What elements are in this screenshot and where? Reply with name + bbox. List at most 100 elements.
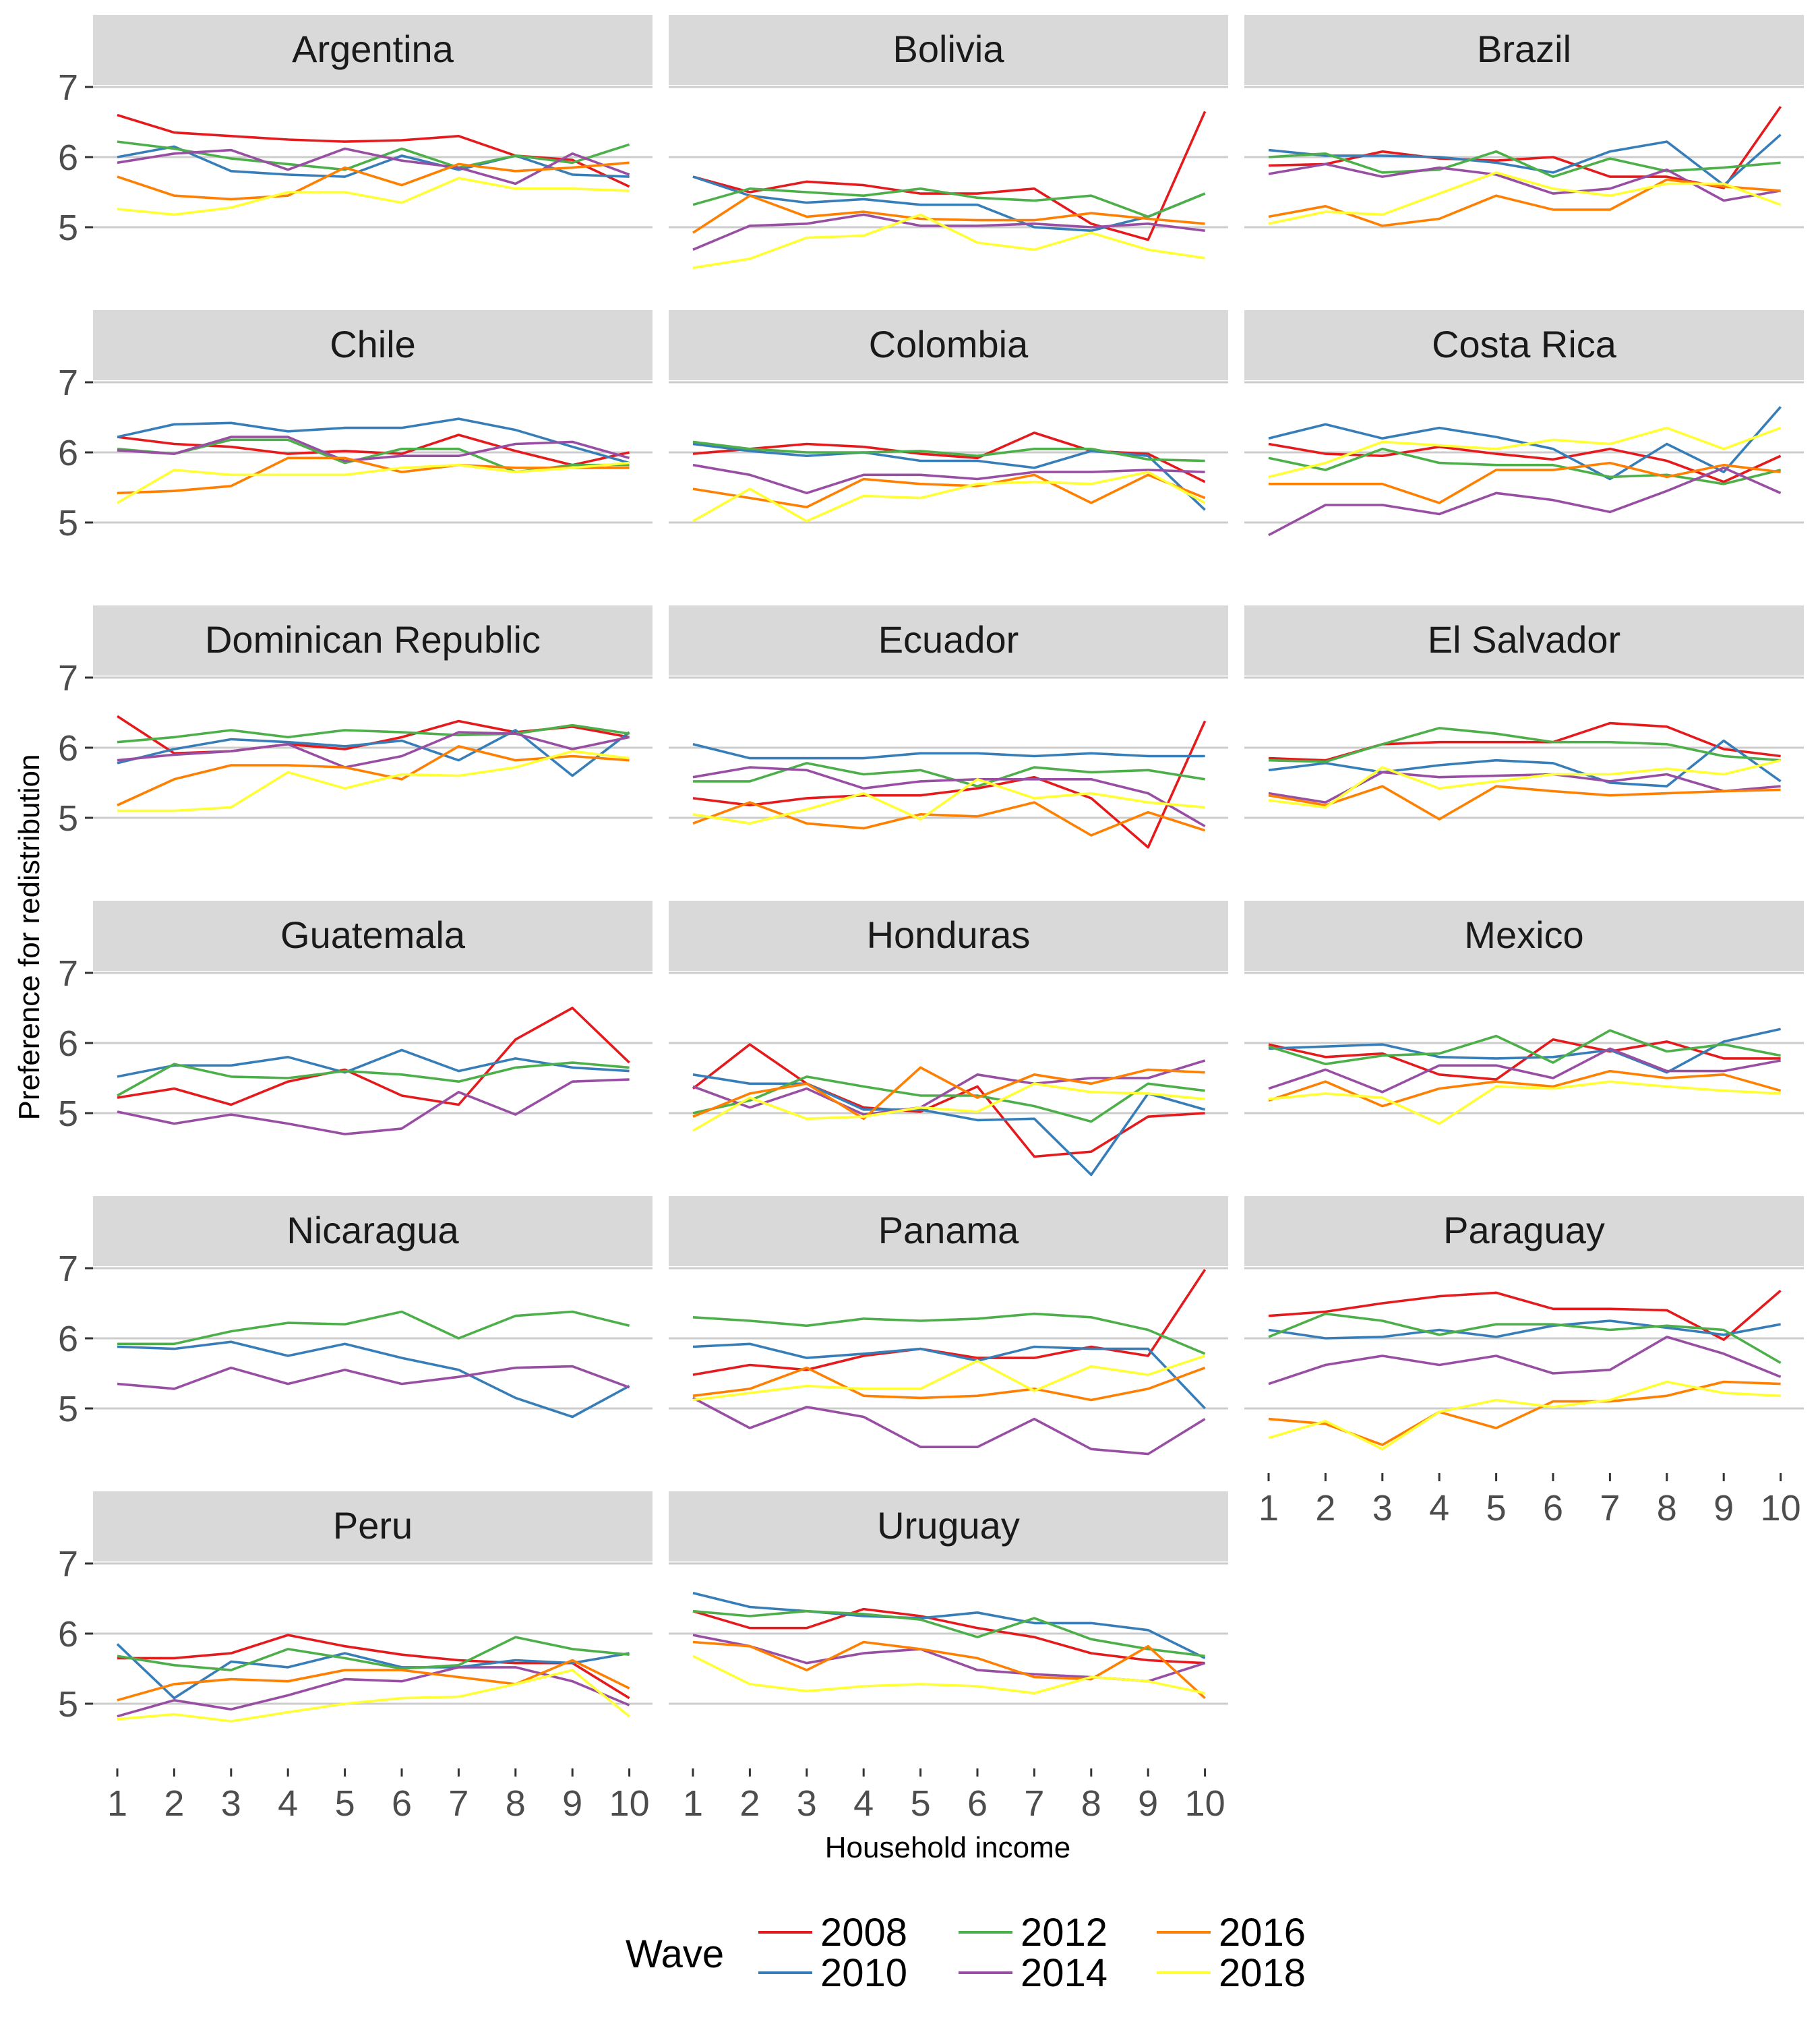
x-tick-label: 8 (1657, 1488, 1677, 1528)
series-line-2016 (1268, 178, 1781, 227)
series-line-2010 (117, 1340, 630, 1419)
y-tick-label: 6 (58, 138, 78, 178)
series-line-2018 (1268, 758, 1782, 809)
x-tick-label: 5 (1486, 1488, 1507, 1528)
facet-strip (1244, 605, 1804, 676)
y-tick-label: 6 (58, 433, 78, 473)
facet-title: Colombia (869, 323, 1029, 365)
x-tick-label: 2 (164, 1783, 184, 1824)
y-tick-label: 7 (58, 363, 78, 403)
x-tick-label: 9 (1138, 1783, 1158, 1824)
x-tick-label: 4 (853, 1783, 874, 1824)
series-line-2018 (1268, 426, 1782, 479)
series-line-2010 (692, 1342, 1206, 1410)
legend-label-2014: 2014 (1021, 1951, 1108, 1995)
series-line-2008 (1268, 1038, 1781, 1081)
x-tick-label: 5 (911, 1783, 931, 1824)
series-line-2010 (692, 743, 1205, 760)
facet-title: Ecuador (878, 618, 1019, 661)
legend-label-2010: 2010 (820, 1951, 907, 1995)
series-line-2012 (117, 1061, 630, 1097)
x-tick-label: 10 (1185, 1783, 1225, 1824)
series-line-2018 (692, 778, 1205, 825)
series-line-2014 (1268, 1336, 1782, 1386)
legend-label-2008: 2008 (820, 1911, 907, 1955)
facet-title: Bolivia (893, 28, 1005, 70)
x-tick-label: 10 (609, 1783, 650, 1824)
series-line-2010 (692, 1073, 1206, 1176)
series-line-2014 (117, 1666, 630, 1718)
series-line-2014 (692, 463, 1205, 495)
series-line-2010 (116, 1643, 630, 1700)
facet-strip (669, 15, 1228, 85)
series-line-2012 (692, 440, 1205, 463)
series-line-2010 (117, 729, 630, 777)
series-line-2010 (117, 1048, 630, 1078)
series-line-2018 (117, 1669, 630, 1723)
x-tick-label: 4 (1429, 1488, 1449, 1528)
x-tick-label: 1 (107, 1783, 127, 1824)
facet-strip (93, 15, 653, 85)
y-tick-label: 5 (58, 1094, 78, 1134)
facet-strip (1244, 901, 1804, 971)
series-line-2018 (692, 1082, 1205, 1132)
series-line-2008 (692, 720, 1207, 849)
series-line-2012 (1268, 1312, 1782, 1364)
series-line-2010 (1268, 406, 1782, 481)
x-tick-label: 8 (506, 1783, 526, 1824)
series-line-2008 (117, 1634, 630, 1700)
x-tick-label: 8 (1081, 1783, 1101, 1824)
facet-title: Honduras (867, 914, 1031, 956)
series-line-2014 (117, 1078, 630, 1135)
x-tick-label: 3 (221, 1783, 241, 1824)
series-line-2018 (1268, 1080, 1781, 1125)
y-tick-label: 6 (58, 1319, 78, 1359)
legend-label-2016: 2016 (1219, 1911, 1306, 1955)
series-line-2014 (117, 731, 630, 769)
series-line-2018 (117, 750, 630, 812)
series-line-2018 (692, 471, 1206, 523)
x-tick-label: 5 (335, 1783, 355, 1824)
series-line-2016 (692, 1640, 1206, 1700)
x-tick-label: 7 (448, 1783, 468, 1824)
series-line-2018 (1268, 1380, 1781, 1451)
series-line-2012 (117, 723, 630, 744)
series-line-2014 (692, 766, 1206, 828)
facet-title: Peru (333, 1504, 413, 1547)
legend-label-2012: 2012 (1021, 1911, 1108, 1955)
facet-strip (1244, 310, 1804, 380)
series-line-2016 (117, 745, 630, 806)
y-tick-label: 5 (58, 798, 78, 839)
series-line-2010 (1268, 1319, 1781, 1340)
y-tick-label: 6 (58, 1614, 78, 1655)
y-tick-label: 7 (58, 1249, 78, 1289)
facet-title: Uruguay (877, 1504, 1020, 1547)
series-line-2016 (117, 456, 630, 495)
series-line-2016 (692, 801, 1206, 837)
x-tick-label: 10 (1761, 1488, 1801, 1528)
facet-strip (93, 1196, 653, 1266)
legend-label-2018: 2018 (1219, 1951, 1306, 1995)
series-line-2012 (692, 1609, 1205, 1658)
series-line-2016 (692, 473, 1206, 508)
y-tick-label: 7 (58, 953, 78, 994)
facet-title: Mexico (1464, 914, 1583, 956)
x-tick-label: 4 (278, 1783, 298, 1824)
facet-title: Nicaragua (286, 1209, 459, 1251)
series-line-2014 (117, 1365, 630, 1390)
series-line-2012 (692, 1312, 1206, 1355)
x-tick-label: 3 (797, 1783, 817, 1824)
series-line-2018 (692, 213, 1205, 270)
facet-strip (669, 605, 1228, 676)
series-line-2008 (692, 1269, 1207, 1376)
series-line-2012 (692, 187, 1206, 218)
series-line-2010 (692, 1591, 1206, 1660)
y-tick-label: 6 (58, 1023, 78, 1064)
y-tick-label: 7 (58, 658, 78, 698)
x-tick-label: 7 (1024, 1783, 1044, 1824)
facet-strip (669, 1196, 1228, 1266)
series-line-2008 (117, 113, 630, 188)
series-line-2012 (117, 140, 630, 171)
